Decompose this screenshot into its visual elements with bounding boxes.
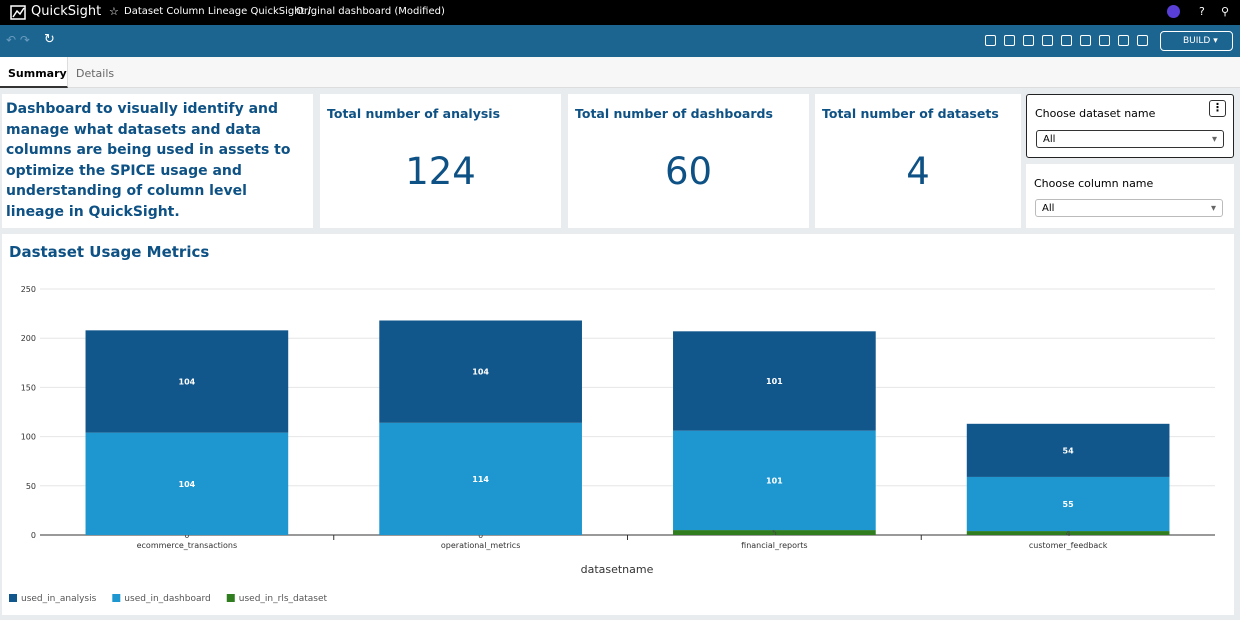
- dropdown-value: All: [1042, 203, 1055, 214]
- value-label: 104: [472, 368, 489, 377]
- value-label: 101: [766, 476, 783, 485]
- kpi-title: Total number of dashboards: [575, 106, 773, 121]
- y-tick-label: 50: [26, 482, 36, 491]
- dropdown[interactable]: All ▾: [1036, 130, 1224, 148]
- chart-title: Dastaset Usage Metrics: [9, 243, 209, 261]
- tool-icon[interactable]: [1023, 35, 1034, 46]
- toolbar-icons: [985, 35, 1148, 46]
- kpi-card: Total number of analysis 124: [320, 94, 561, 228]
- legend-label: used_in_analysis: [21, 594, 97, 604]
- y-tick-label: 150: [21, 383, 36, 392]
- dropdown[interactable]: All ▾: [1035, 199, 1223, 217]
- bar-segment: [673, 430, 876, 531]
- filter: Choose column name All ▾: [1026, 164, 1234, 228]
- bar-segment: [966, 531, 1170, 535]
- tool-icon[interactable]: [1137, 35, 1148, 46]
- bar-segment: [966, 423, 1170, 477]
- tab[interactable]: Summary: [0, 57, 68, 88]
- x-axis-label: datasetname: [581, 563, 654, 576]
- value-label: 5: [772, 529, 777, 538]
- logo: [10, 5, 26, 20]
- reset[interactable]: ↻: [44, 32, 55, 47]
- tool-icon[interactable]: [1099, 35, 1110, 46]
- legend-swatch: [226, 594, 235, 602]
- x-tick-label: financial_reports: [741, 541, 807, 550]
- bar-segment: [673, 331, 876, 431]
- legend-swatch: [9, 594, 17, 602]
- build-button[interactable]: BUILD ▾: [1160, 31, 1233, 51]
- bar-segment: [379, 320, 582, 423]
- value-label: 104: [179, 480, 196, 489]
- filter-label: Choose column name: [1034, 177, 1154, 190]
- top-bar: QuickSight ☆ Dataset Column Lineage Quic…: [0, 0, 1240, 25]
- legend-label: used_in_rls_dataset: [239, 594, 328, 604]
- build-label: BUILD: [1183, 36, 1211, 46]
- bar-segment: [379, 422, 582, 535]
- tool-icon[interactable]: [1004, 35, 1015, 46]
- brand: QuickSight: [31, 4, 102, 19]
- y-tick-label: 250: [21, 285, 36, 294]
- value-label: 101: [766, 377, 783, 386]
- help[interactable]: ?: [1199, 5, 1205, 18]
- legend-label: used_in_dashboard: [124, 594, 210, 604]
- value-label: 4: [1066, 529, 1071, 538]
- kpi-title: Total number of datasets: [822, 106, 999, 121]
- x-tick-label: ecommerce_transactions: [137, 541, 238, 550]
- filter-label: Choose dataset name: [1035, 107, 1156, 120]
- filter: Choose dataset name ⋮ All ▾: [1026, 94, 1234, 158]
- tool-icon[interactable]: [1061, 35, 1072, 46]
- menu[interactable]: ⋮: [1209, 100, 1226, 117]
- kpi-card: Total number of datasets 4: [815, 94, 1021, 228]
- kpi-value: 60: [664, 150, 713, 193]
- y-tick-label: 200: [21, 334, 36, 343]
- dashboard-name[interactable]: Original dashboard (Modified): [296, 6, 445, 17]
- description: Dashboard to visually identify and manag…: [2, 94, 313, 228]
- y-tick-label: 100: [21, 433, 36, 442]
- bar-segment: [85, 330, 289, 433]
- tool-icon[interactable]: [985, 35, 996, 46]
- avatar[interactable]: [1167, 5, 1180, 18]
- legend-swatch: [112, 594, 121, 602]
- value-label: 114: [472, 475, 489, 484]
- value-label: 0: [478, 531, 483, 540]
- value-label: 54: [1063, 446, 1075, 455]
- x-tick-label: customer_feedback: [1029, 541, 1108, 550]
- kpi-card: Total number of dashboards 60: [568, 94, 809, 228]
- value-label: 104: [179, 377, 196, 386]
- tool-icon[interactable]: [1118, 35, 1129, 46]
- x-tick-label: operational_metrics: [441, 541, 520, 550]
- kpi-value: 4: [906, 150, 930, 193]
- chart: Dastaset Usage Metrics datasetname 05010…: [2, 234, 1234, 615]
- kpi-title: Total number of analysis: [327, 106, 501, 121]
- tool-icon[interactable]: [1080, 35, 1091, 46]
- value-label: 0: [184, 531, 189, 540]
- value-label: 55: [1063, 500, 1075, 509]
- toolbar: ↶ ↷ ↻ BUILD ▾: [0, 25, 1240, 57]
- tabs: Summary Details: [0, 57, 1240, 88]
- dropdown-value: All: [1043, 134, 1056, 145]
- kpi-value: 124: [405, 150, 476, 193]
- bar-segment: [673, 530, 876, 535]
- tool-icon[interactable]: [1042, 35, 1053, 46]
- breadcrumb[interactable]: Dataset Column Lineage QuickSight /: [124, 6, 312, 17]
- bar-segment: [85, 432, 289, 535]
- user[interactable]: ⚲: [1221, 5, 1230, 18]
- y-tick-label: 0: [31, 531, 36, 540]
- bar-segment: [966, 476, 1170, 532]
- star[interactable]: ☆: [109, 5, 119, 18]
- undo[interactable]: ↶ ↷: [6, 33, 30, 47]
- tab[interactable]: Details: [76, 67, 115, 80]
